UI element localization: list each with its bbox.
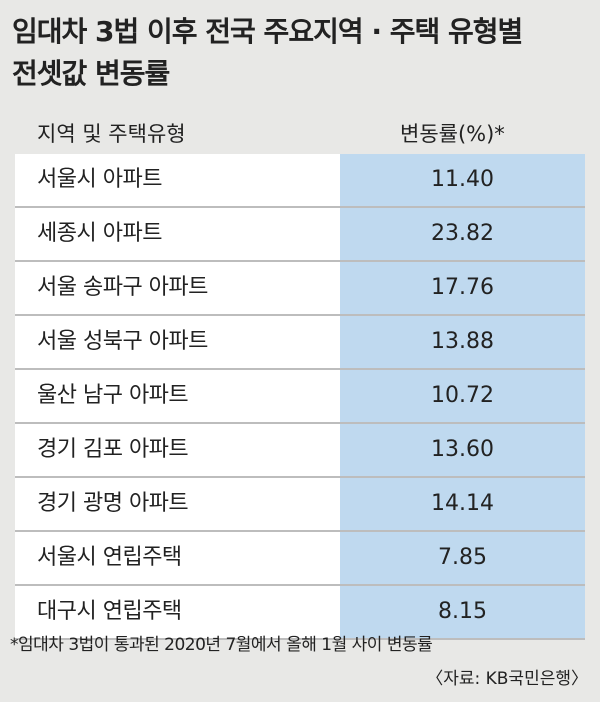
table-row: 울산 남구 아파트 10.72 [15,370,585,424]
rate-cell: 7.85 [340,532,585,584]
title: 임대차 3법 이후 전국 주요지역 · 주택 유형별 [12,15,523,48]
rate-cell: 8.15 [340,586,585,638]
table-row: 서울 성북구 아파트 13.88 [15,316,585,370]
region-cell: 서울시 연립주택 [15,532,340,584]
region-cell: 서울시 아파트 [15,154,340,206]
table-row: 서울시 연립주택 7.85 [15,532,585,586]
region-cell: 경기 광명 아파트 [15,478,340,530]
rate-cell: 14.14 [340,478,585,530]
region-cell: 대구시 연립주택 [15,586,340,638]
table-body: 서울시 아파트 11.40 세종시 아파트 23.82 서울 송파구 아파트 17.76 서… [15,154,585,640]
table-row: 대구시 연립주택 8.15 [15,586,585,640]
region-cell: 울산 남구 아파트 [15,370,340,422]
region-cell: 세종시 아파트 [15,208,340,260]
region-cell: 경기 김포 아파트 [15,424,340,476]
rate-cell: 11.40 [340,154,585,206]
title: 전셋값 변동률 [12,57,170,90]
rate-cell: 10.72 [340,370,585,422]
rate-cell: 17.76 [340,262,585,314]
rate-cell: 13.60 [340,424,585,476]
table-row: 경기 김포 아파트 13.60 [15,424,585,478]
column-header: 변동률(%)* [400,122,505,146]
rate-cell: 13.88 [340,316,585,368]
table-row: 경기 광명 아파트 14.14 [15,478,585,532]
source: 〈자료: KB국민은행〉 [426,669,588,689]
rate-cell: 23.82 [340,208,585,260]
table-row: 세종시 아파트 23.82 [15,208,585,262]
table-row: 서울시 아파트 11.40 [15,154,585,208]
table-header: 지역 및 주택유형 변동률(%)* [15,108,585,154]
footnote: *임대차 3법이 통과된 2020년 7월에서 올해 1월 사이 변동률 [10,635,433,655]
column-header: 지역 및 주택유형 [37,122,186,146]
region-cell: 서울 송파구 아파트 [15,262,340,314]
table-row: 서울 송파구 아파트 17.76 [15,262,585,316]
region-cell: 서울 성북구 아파트 [15,316,340,368]
